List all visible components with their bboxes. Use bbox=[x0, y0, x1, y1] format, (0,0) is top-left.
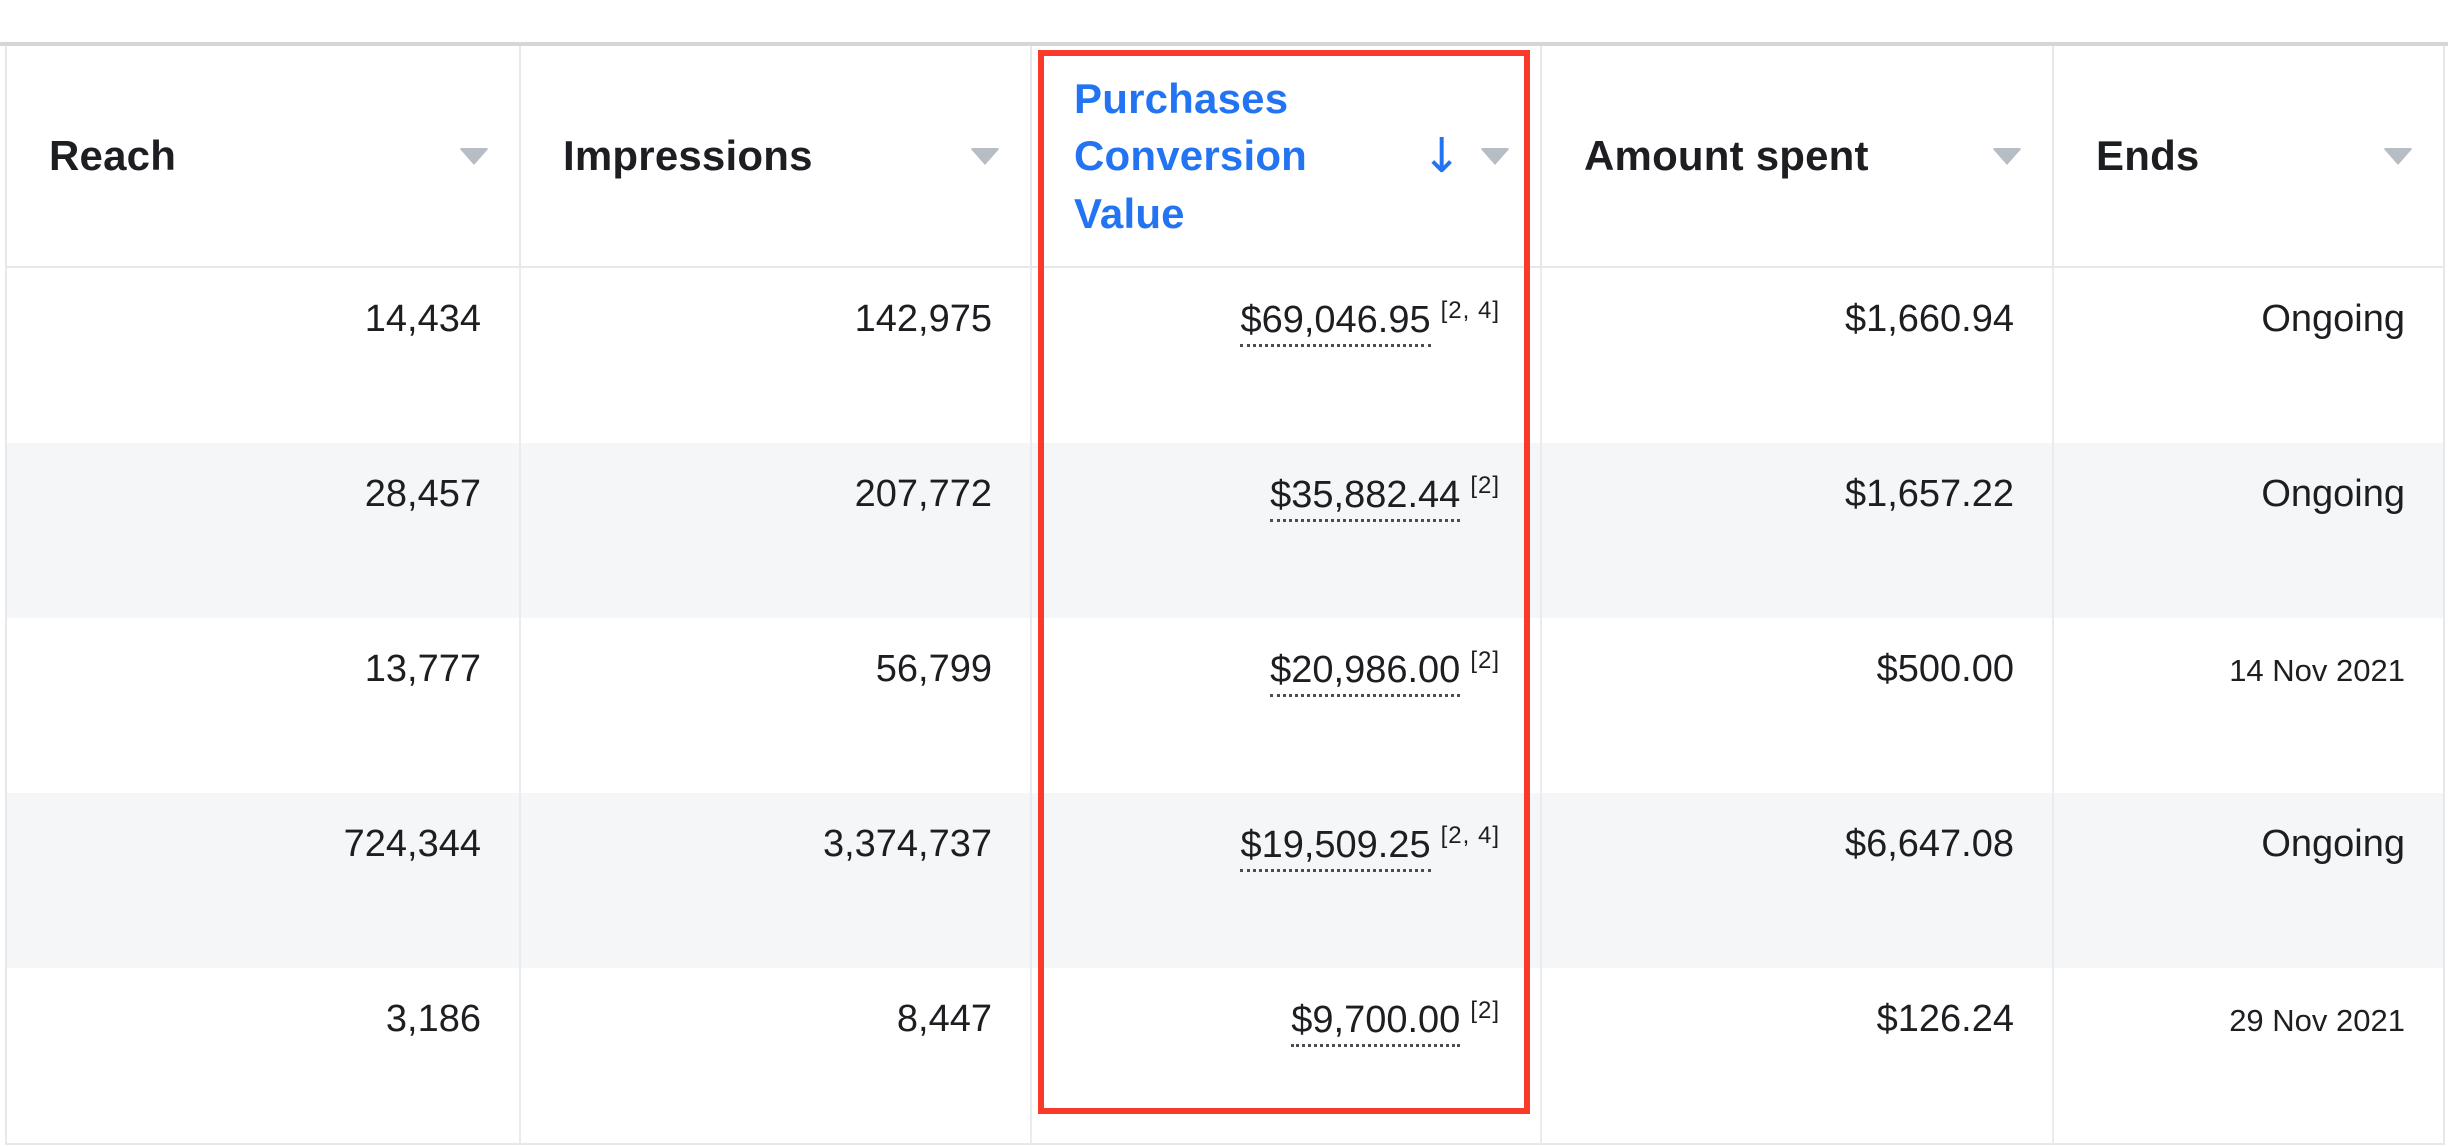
cell-purchases-conversion-value: $69,046.95 [2, 4] bbox=[1030, 268, 1540, 443]
conversion-value-tooltip-link[interactable]: $69,046.95 bbox=[1240, 298, 1431, 347]
footnote-reference: [2, 4] bbox=[1440, 297, 1500, 324]
cell-impressions: 142,975 bbox=[519, 268, 1030, 443]
conversion-value-tooltip-link[interactable]: $19,509.25 bbox=[1240, 823, 1431, 872]
table-top-rule bbox=[0, 42, 2448, 46]
cell-impressions: 8,447 bbox=[519, 968, 1030, 1143]
cell-purchases-conversion-value: $20,986.00 [2] bbox=[1030, 618, 1540, 793]
conversion-value-tooltip-link[interactable]: $20,986.00 bbox=[1270, 648, 1461, 697]
column-label: Reach bbox=[49, 132, 177, 180]
chevron-down-icon[interactable] bbox=[459, 147, 489, 165]
footnote-reference: [2] bbox=[1470, 997, 1500, 1024]
column-label: Amount spent bbox=[1584, 132, 1869, 180]
column-header-ends[interactable]: Ends bbox=[2052, 46, 2443, 266]
cell-ends: 14 Nov 2021 bbox=[2052, 618, 2443, 793]
chevron-down-icon[interactable] bbox=[1992, 147, 2022, 165]
cell-ends: Ongoing bbox=[2052, 268, 2443, 443]
footnote-reference: [2] bbox=[1470, 472, 1500, 499]
chevron-down-icon[interactable] bbox=[970, 147, 1000, 165]
column-header-reach[interactable]: Reach bbox=[7, 46, 519, 266]
cell-purchases-conversion-value: $19,509.25 [2, 4] bbox=[1030, 793, 1540, 968]
cell-reach: 28,457 bbox=[364, 473, 481, 515]
table-row: 14,434 142,975 $69,046.95 [2, 4] $1,660.9… bbox=[7, 268, 2443, 443]
cell-amount-spent: $126.24 bbox=[1540, 968, 2052, 1143]
conversion-value-tooltip-link[interactable]: $35,882.44 bbox=[1270, 473, 1461, 522]
cell-amount-spent: $1,657.22 bbox=[1540, 443, 2052, 618]
chevron-down-icon[interactable] bbox=[2383, 147, 2413, 165]
chevron-down-icon[interactable] bbox=[1480, 147, 1510, 165]
cell-ends: Ongoing bbox=[2052, 793, 2443, 968]
cell-impressions: 207,772 bbox=[519, 443, 1030, 618]
cell-impressions: 56,799 bbox=[519, 618, 1030, 793]
column-label: Purchases Conversion Value bbox=[1074, 75, 1308, 237]
cell-impressions: 3,374,737 bbox=[519, 793, 1030, 968]
column-header-amount-spent[interactable]: Amount spent bbox=[1540, 46, 2052, 266]
column-label: Impressions bbox=[563, 132, 813, 180]
cell-reach: 724,344 bbox=[343, 823, 481, 865]
cell-reach: 14,434 bbox=[364, 298, 481, 340]
cell-purchases-conversion-value: $9,700.00 [2] bbox=[1030, 968, 1540, 1143]
cell-reach: 3,186 bbox=[385, 998, 481, 1040]
table-row: 13,777 56,799 $20,986.00 [2] $500.00 14 N… bbox=[7, 618, 2443, 793]
cell-purchases-conversion-value: $35,882.44 [2] bbox=[1030, 443, 1540, 618]
column-header-impressions[interactable]: Impressions bbox=[519, 46, 1030, 266]
cell-ends: 29 Nov 2021 bbox=[2052, 968, 2443, 1143]
cell-amount-spent: $500.00 bbox=[1540, 618, 2052, 793]
table-header-row: Reach Impressions Purchases Conversion V… bbox=[7, 46, 2443, 268]
table-row: 28,457 207,772 $35,882.44 [2] $1,657.22 O… bbox=[7, 443, 2443, 618]
column-header-purchases-conversion-value[interactable]: Purchases Conversion Value ↓ bbox=[1030, 46, 1540, 266]
cell-amount-spent: $1,660.94 bbox=[1540, 268, 2052, 443]
conversion-value-tooltip-link[interactable]: $9,700.00 bbox=[1291, 998, 1461, 1047]
footnote-reference: [2] bbox=[1470, 647, 1500, 674]
footnote-reference: [2, 4] bbox=[1440, 822, 1500, 849]
cell-ends: Ongoing bbox=[2052, 443, 2443, 618]
sort-descending-icon: ↓ bbox=[1421, 128, 1462, 184]
cell-reach: 13,777 bbox=[364, 648, 481, 690]
cell-amount-spent: $6,647.08 bbox=[1540, 793, 2052, 968]
ads-metrics-table: Reach Impressions Purchases Conversion V… bbox=[5, 46, 2445, 1145]
table-row: 3,186 8,447 $9,700.00 [2] $126.24 29 Nov … bbox=[7, 968, 2443, 1143]
column-label: Ends bbox=[2096, 132, 2200, 180]
table-row: 724,344 3,374,737 $19,509.25 [2, 4] $6,64… bbox=[7, 793, 2443, 968]
